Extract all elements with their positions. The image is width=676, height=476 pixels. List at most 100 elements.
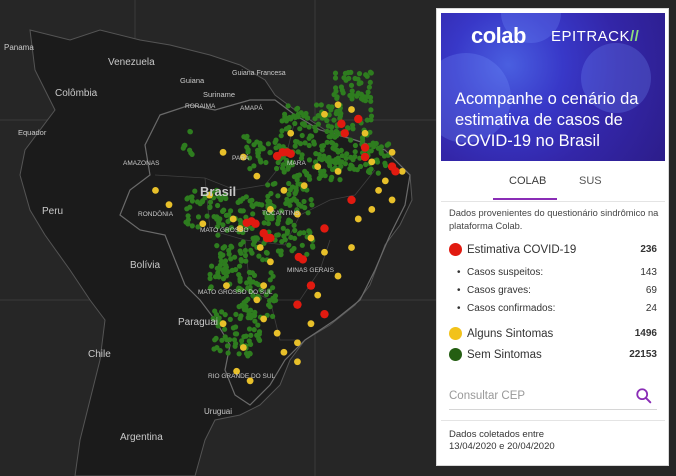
green-marker[interactable] <box>283 200 289 207</box>
green-marker[interactable] <box>319 157 325 163</box>
green-marker[interactable] <box>261 240 267 246</box>
green-marker[interactable] <box>219 337 225 343</box>
green-marker[interactable] <box>225 269 231 275</box>
yellow-marker[interactable] <box>246 377 254 385</box>
green-marker[interactable] <box>270 313 276 319</box>
green-marker[interactable] <box>278 208 284 214</box>
green-marker[interactable] <box>246 326 253 332</box>
green-marker[interactable] <box>329 158 335 164</box>
green-marker[interactable] <box>350 122 356 128</box>
green-marker[interactable] <box>348 137 354 143</box>
yellow-marker[interactable] <box>321 110 328 118</box>
green-marker[interactable] <box>231 337 238 343</box>
green-marker[interactable] <box>256 253 262 259</box>
yellow-marker[interactable] <box>354 215 362 223</box>
green-marker[interactable] <box>292 235 298 241</box>
green-marker[interactable] <box>299 242 305 248</box>
green-marker[interactable] <box>207 199 214 205</box>
green-marker[interactable] <box>344 151 350 157</box>
green-marker[interactable] <box>244 307 250 313</box>
green-marker[interactable] <box>236 351 242 357</box>
green-marker[interactable] <box>300 121 306 127</box>
green-marker[interactable] <box>293 185 299 191</box>
green-marker[interactable] <box>329 174 335 180</box>
green-marker[interactable] <box>268 216 274 222</box>
green-marker[interactable] <box>238 313 244 319</box>
tab-sus[interactable]: SUS <box>579 175 602 187</box>
green-marker[interactable] <box>301 198 307 205</box>
green-marker[interactable] <box>287 202 293 208</box>
green-marker[interactable] <box>183 219 189 225</box>
green-marker[interactable] <box>319 147 325 153</box>
green-marker[interactable] <box>210 316 216 322</box>
green-marker[interactable] <box>317 168 324 174</box>
green-marker[interactable] <box>382 160 388 166</box>
yellow-marker[interactable] <box>294 339 301 347</box>
green-marker[interactable] <box>302 205 308 211</box>
green-marker[interactable] <box>295 149 301 155</box>
green-marker[interactable] <box>322 173 328 179</box>
green-marker[interactable] <box>188 150 194 156</box>
green-marker[interactable] <box>236 272 242 278</box>
green-marker[interactable] <box>329 124 335 130</box>
green-marker[interactable] <box>241 334 247 340</box>
green-marker[interactable] <box>245 353 251 359</box>
green-marker[interactable] <box>222 312 228 318</box>
green-marker[interactable] <box>304 251 310 257</box>
green-marker[interactable] <box>368 98 374 104</box>
green-marker[interactable] <box>185 213 191 219</box>
green-marker[interactable] <box>213 335 219 341</box>
yellow-marker[interactable] <box>361 129 369 137</box>
green-marker[interactable] <box>384 142 390 148</box>
green-marker[interactable] <box>352 154 358 160</box>
red-marker[interactable] <box>306 281 316 290</box>
green-marker[interactable] <box>256 331 262 337</box>
green-marker[interactable] <box>197 201 203 207</box>
green-marker[interactable] <box>261 220 267 226</box>
yellow-marker[interactable] <box>280 187 288 194</box>
green-marker[interactable] <box>264 250 270 256</box>
green-marker[interactable] <box>222 192 228 198</box>
green-marker[interactable] <box>204 213 210 219</box>
green-marker[interactable] <box>293 138 299 145</box>
green-marker[interactable] <box>366 84 372 90</box>
green-marker[interactable] <box>216 220 222 226</box>
green-marker[interactable] <box>237 263 243 269</box>
green-marker[interactable] <box>217 348 223 354</box>
green-marker[interactable] <box>342 161 348 167</box>
green-marker[interactable] <box>265 220 271 227</box>
green-marker[interactable] <box>284 161 290 167</box>
yellow-marker[interactable] <box>314 291 322 299</box>
red-marker[interactable] <box>391 167 400 176</box>
green-marker[interactable] <box>250 203 256 209</box>
yellow-marker[interactable] <box>229 215 237 223</box>
green-marker[interactable] <box>224 227 230 233</box>
green-marker[interactable] <box>367 79 373 85</box>
cep-search[interactable]: Consultar CEP <box>449 385 657 410</box>
green-marker[interactable] <box>311 139 317 145</box>
yellow-marker[interactable] <box>233 367 241 375</box>
green-marker[interactable] <box>259 145 265 151</box>
green-marker[interactable] <box>248 332 254 338</box>
red-marker[interactable] <box>320 309 329 319</box>
green-marker[interactable] <box>214 243 220 249</box>
green-marker[interactable] <box>364 117 370 123</box>
green-marker[interactable] <box>308 197 314 203</box>
green-marker[interactable] <box>273 297 279 303</box>
green-marker[interactable] <box>246 138 252 144</box>
green-marker[interactable] <box>228 243 234 249</box>
green-marker[interactable] <box>355 92 361 98</box>
green-marker[interactable] <box>326 112 332 118</box>
green-marker[interactable] <box>248 247 254 253</box>
green-marker[interactable] <box>348 162 354 168</box>
yellow-marker[interactable] <box>239 344 247 351</box>
green-marker[interactable] <box>284 230 290 236</box>
green-marker[interactable] <box>278 252 284 258</box>
yellow-marker[interactable] <box>388 196 396 204</box>
green-marker[interactable] <box>278 133 284 139</box>
green-marker[interactable] <box>227 316 233 322</box>
green-marker[interactable] <box>238 250 244 256</box>
green-marker[interactable] <box>220 252 226 258</box>
green-marker[interactable] <box>240 239 246 245</box>
red-marker[interactable] <box>337 119 346 128</box>
